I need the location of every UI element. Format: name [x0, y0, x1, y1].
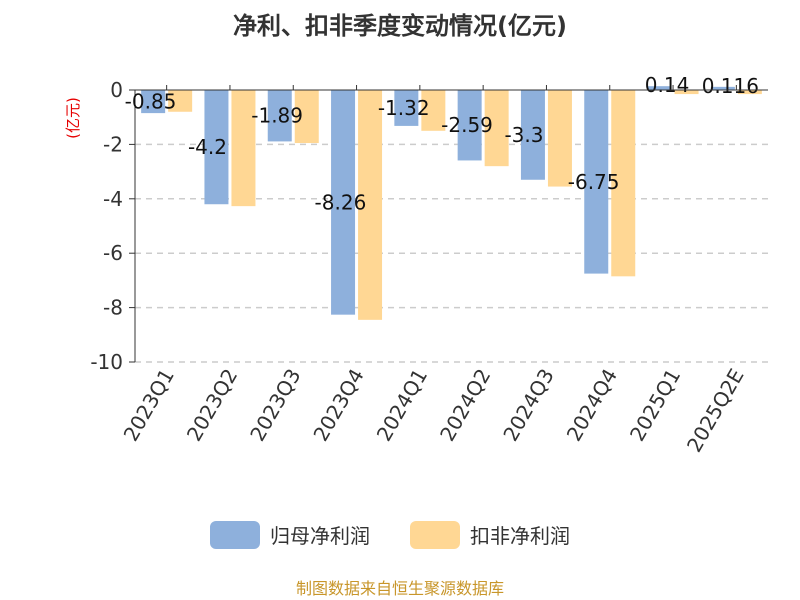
data-label: -4.2 [188, 135, 227, 159]
x-tick-label: 2023Q2 [182, 365, 242, 446]
data-label: 0.14 [645, 73, 690, 97]
y-tick-label: -6 [103, 241, 123, 265]
legend[interactable]: 归母净利润 扣非净利润 [210, 521, 570, 549]
chart-title: 净利、扣非季度变动情况(亿元) [233, 12, 567, 40]
data-label: -3.3 [504, 123, 543, 147]
x-tick-label: 2024Q1 [372, 365, 432, 446]
x-tick-label: 2023Q4 [308, 365, 368, 446]
x-tick-label: 2024Q3 [498, 365, 558, 446]
bar-deducted-profit-2025Q1[interactable] [674, 90, 699, 95]
legend-item-deducted-profit[interactable]: 扣非净利润 [410, 521, 570, 549]
bar-net-profit-2024Q3[interactable] [520, 90, 545, 180]
bar-deducted-profit-2023Q1[interactable] [168, 90, 193, 112]
y-tick-label: -10 [90, 350, 123, 374]
bar-deducted-profit-2024Q3[interactable] [547, 90, 572, 187]
data-label: -8.26 [315, 190, 367, 214]
bar-net-profit-2025Q2E[interactable] [710, 86, 735, 90]
bar-net-profit-2024Q2[interactable] [457, 90, 482, 161]
bar-deducted-profit-2024Q2[interactable] [484, 90, 509, 167]
data-labels: -0.85 -4.2 -1.89 -8.26 -1.32 -2.59 -3.3 -6.75 0.… [125, 73, 759, 214]
bars [141, 86, 762, 320]
data-label: 0.116 [702, 74, 759, 98]
y-axis: 0 -2 -4 -6 -8 -10 [90, 78, 136, 374]
bar-net-profit-2023Q3[interactable] [267, 90, 292, 142]
legend-label: 扣非净利润 [470, 524, 570, 548]
data-label: -0.85 [125, 90, 177, 114]
x-tick-label: 2025Q2E [682, 365, 749, 457]
bar-deducted-profit-2025Q2E[interactable] [737, 90, 762, 95]
bar-net-profit-2024Q1[interactable] [394, 90, 419, 126]
y-tick-label: -4 [103, 187, 123, 211]
source-note: 制图数据来自恒生聚源数据库 [296, 579, 504, 598]
y-tick-label: -2 [103, 132, 123, 156]
legend-item-net-profit[interactable]: 归母净利润 [210, 521, 370, 549]
bar-net-profit-2023Q2[interactable] [204, 90, 229, 205]
data-label: -6.75 [568, 170, 620, 194]
legend-swatch [410, 521, 460, 549]
x-tick-label: 2025Q1 [625, 365, 685, 446]
x-tick-label: 2023Q3 [245, 365, 305, 446]
bar-net-profit-2025Q1[interactable] [647, 86, 672, 90]
bar-deducted-profit-2023Q2[interactable] [231, 90, 256, 207]
data-label: -2.59 [441, 113, 493, 137]
y-unit-label: (亿元) [64, 97, 82, 139]
bar-deducted-profit-2023Q4[interactable] [358, 90, 383, 320]
bar-net-profit-2023Q4[interactable] [331, 90, 356, 315]
legend-label: 归母净利润 [270, 524, 370, 548]
grid-lines [135, 143, 768, 363]
bar-net-profit-2024Q4[interactable] [584, 90, 609, 274]
x-tick-label: 2024Q4 [562, 365, 622, 446]
data-label: -1.32 [378, 96, 430, 120]
bar-deducted-profit-2023Q3[interactable] [294, 90, 319, 144]
legend-swatch [210, 521, 260, 549]
y-tick-label: -8 [103, 296, 123, 320]
bar-deducted-profit-2024Q4[interactable] [611, 90, 636, 277]
data-label: -1.89 [251, 104, 303, 128]
x-tick-label: 2024Q2 [435, 365, 495, 446]
bar-net-profit-2023Q1[interactable] [141, 90, 166, 114]
y-tick-label: 0 [110, 78, 123, 102]
bar-deducted-profit-2024Q1[interactable] [421, 90, 446, 131]
x-tick-label: 2023Q1 [119, 365, 179, 446]
